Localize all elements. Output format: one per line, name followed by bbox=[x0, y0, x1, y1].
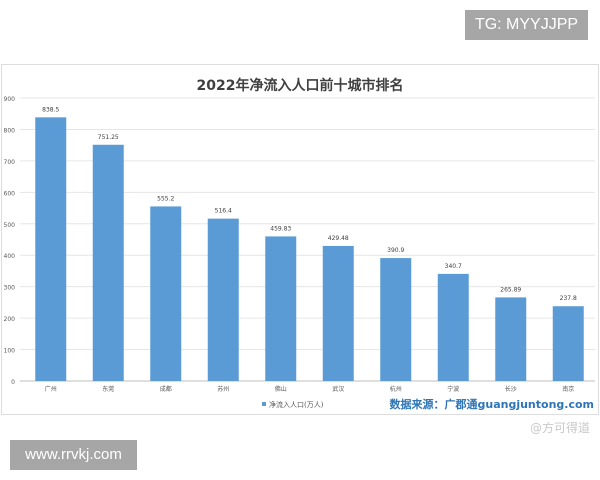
x-tick-label: 东莞 bbox=[102, 385, 114, 393]
x-tick-label: 南京 bbox=[562, 385, 574, 393]
y-tick-label: 600 bbox=[4, 190, 16, 197]
data-label: 459.83 bbox=[270, 225, 291, 232]
data-label: 237.8 bbox=[560, 295, 577, 302]
watermark: @方可得道 bbox=[530, 420, 590, 435]
y-tick-label: 0 bbox=[11, 379, 15, 386]
source-note: 数据来源：广郡通guangjuntong.com bbox=[389, 397, 594, 411]
y-tick-label: 100 bbox=[4, 348, 16, 355]
y-tick-label: 500 bbox=[4, 222, 16, 229]
data-label: 555.2 bbox=[157, 195, 174, 202]
y-tick-label: 300 bbox=[4, 285, 16, 292]
data-label: 340.7 bbox=[445, 263, 462, 270]
x-tick-label: 广州 bbox=[45, 385, 57, 393]
bar bbox=[437, 273, 469, 381]
legend-swatch bbox=[262, 402, 266, 406]
y-tick-label: 800 bbox=[4, 127, 16, 134]
data-label: 838.5 bbox=[42, 106, 59, 113]
x-tick-label: 杭州 bbox=[390, 385, 402, 393]
bar bbox=[35, 117, 67, 382]
bar bbox=[552, 306, 584, 381]
y-tick-label: 200 bbox=[4, 316, 16, 323]
y-tick-label: 400 bbox=[4, 253, 16, 260]
data-label: 265.89 bbox=[500, 286, 521, 293]
bar bbox=[207, 218, 239, 381]
y-tick-label: 700 bbox=[4, 159, 16, 166]
data-label: 516.4 bbox=[215, 208, 232, 215]
data-label: 429.48 bbox=[328, 235, 349, 242]
x-tick-label: 苏州 bbox=[217, 385, 229, 393]
x-tick-label: 佛山 bbox=[275, 385, 287, 393]
bar bbox=[322, 245, 354, 381]
x-tick-label: 宁波 bbox=[447, 385, 459, 393]
y-tick-label: 900 bbox=[4, 96, 16, 103]
chart-title: 2022年净流入人口前十城市排名 bbox=[197, 77, 404, 94]
bar bbox=[150, 206, 182, 381]
x-tick-label: 成都 bbox=[160, 385, 172, 393]
tg-label: TG: MYYJJPP bbox=[465, 10, 588, 40]
bar bbox=[265, 236, 297, 381]
legend-label: 净流入人口(万人) bbox=[269, 400, 324, 409]
x-tick-label: 武汉 bbox=[332, 385, 344, 393]
site-label: www.rrvkj.com bbox=[10, 440, 137, 470]
bar bbox=[380, 258, 412, 381]
data-label: 751.25 bbox=[98, 134, 119, 141]
bar bbox=[92, 144, 124, 381]
x-tick-label: 长沙 bbox=[505, 385, 517, 393]
bar bbox=[495, 297, 527, 381]
data-label: 390.9 bbox=[387, 247, 404, 254]
